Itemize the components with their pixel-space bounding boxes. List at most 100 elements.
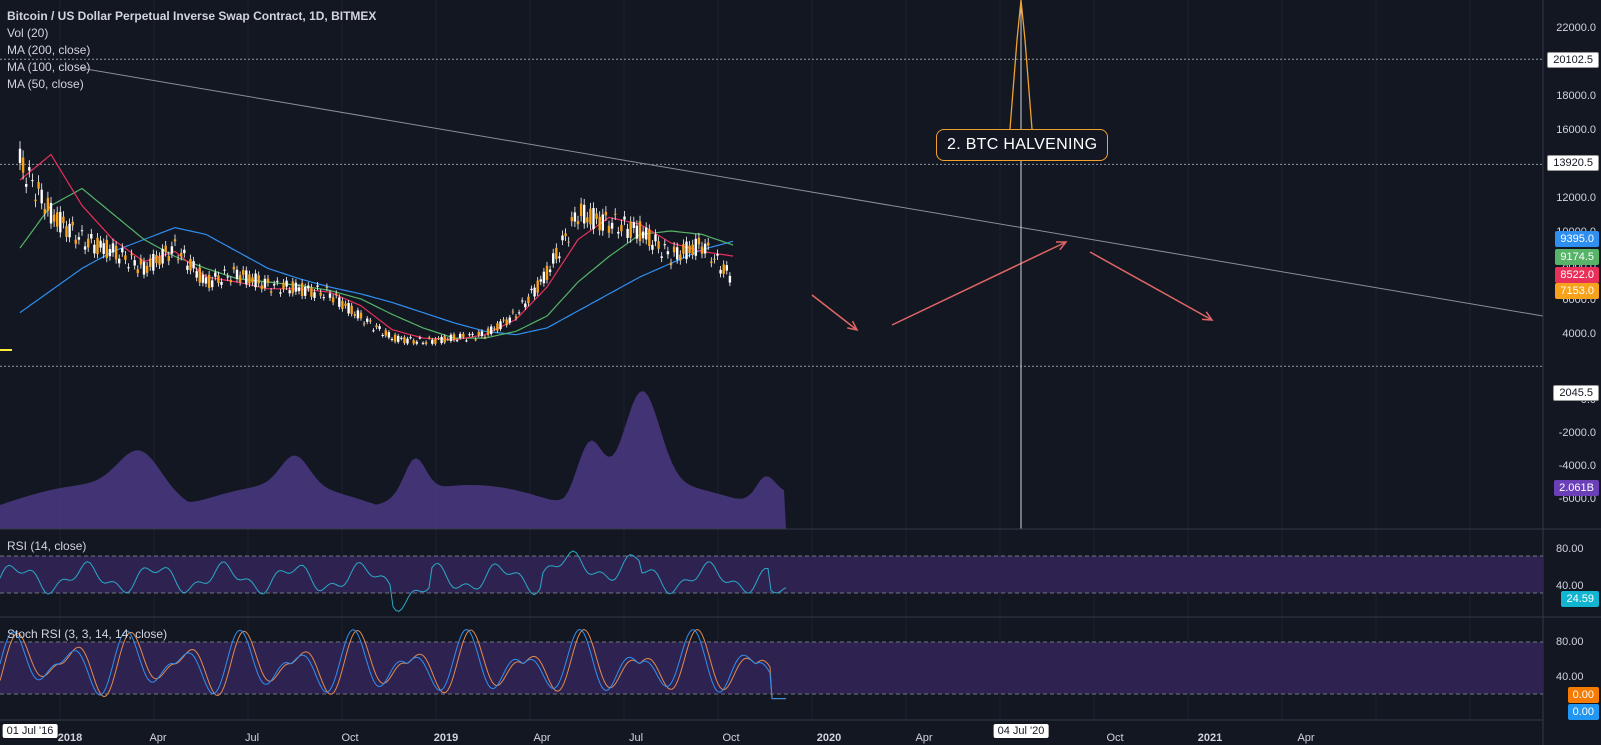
level-lines [0,58,1543,367]
candle-body [220,281,223,285]
candle-body [273,284,276,286]
candle-body [316,285,319,287]
candle-body [130,254,133,256]
candle-body [114,245,118,260]
ma200-badge: 9395.0 [1555,231,1599,247]
level-badge-20102: 20102.5 [1547,52,1599,68]
halving-annotation[interactable]: 2. BTC HALVENING [936,129,1109,161]
candle-body [328,293,332,298]
arrow-shaft[interactable] [1089,251,1213,321]
candle-body [412,340,415,344]
volume-badge: 2.061B [1554,480,1599,496]
candle-body [25,184,28,187]
time-axis-label: 2020 [816,732,842,744]
candle-body [400,337,403,339]
candle-body [499,321,502,330]
time-axis-marker-label: 04 Jul '20 [993,724,1049,738]
candle-body [700,246,704,254]
time-axis-label: Apr [1297,732,1315,744]
candle-body [285,280,288,287]
candle-body [493,328,496,330]
candle-body [415,341,418,344]
time-axis-label: Jul [628,732,644,744]
candle-body [614,213,617,215]
legend-ma200[interactable]: MA (200, close) [7,43,91,57]
candle-body [403,337,406,344]
chart-title: Bitcoin / US Dollar Perpetual Inverse Sw… [7,9,377,23]
candle-body [313,292,316,298]
candle-body [418,337,422,339]
arrow-shaft[interactable] [811,294,858,331]
candle-body [80,230,84,232]
candle-body [455,340,459,342]
candle-body [90,233,93,239]
candle-body [369,320,372,322]
candle-body [710,261,713,264]
candle-body [707,242,710,246]
legend-volume[interactable]: Vol (20) [7,26,49,40]
projection-arrows[interactable] [811,241,1214,332]
trend-line[interactable] [79,67,1544,317]
candle-body [186,265,189,270]
candle-body [465,340,468,342]
candle-body [480,331,484,337]
candle-body [276,280,279,282]
candle-body [595,213,598,219]
candle-body [530,288,533,291]
candle-body [207,274,211,288]
candle-body [533,287,536,297]
candle-body [483,336,487,338]
candle-body [102,243,105,254]
rsi-legend[interactable]: RSI (14, close) [7,539,87,553]
candle-body [214,272,217,277]
candle-body [648,229,651,246]
candle-body [245,270,248,285]
candle-body [192,261,195,269]
candle-body [49,202,53,224]
candle-body [362,323,366,325]
candle-body [282,282,285,290]
candle-body [446,339,449,341]
candle-body [514,316,518,319]
chart-background [0,0,1543,745]
candle-body [71,221,74,226]
candle-body [155,255,158,264]
stoch-legend[interactable]: Stoch RSI (3, 3, 14, 14, close) [7,627,168,641]
candle-body [486,328,490,335]
candle-body [691,244,694,255]
legend-ma50[interactable]: MA (50, close) [7,77,84,91]
candle-body [304,286,307,296]
candle-body [238,275,242,283]
candle-body [167,255,170,261]
candle-body [719,269,722,274]
ma100-line [19,187,734,339]
arrow-shaft[interactable] [891,241,1067,326]
chart-legend: Bitcoin / US Dollar Perpetual Inverse Sw… [7,8,376,93]
candle-body [34,199,37,202]
candle-body [173,239,177,242]
stoch-axis-40: 40.00 [1556,671,1584,683]
candle-body [393,334,397,342]
candle-body [641,231,645,239]
candle-body [121,247,124,253]
candle-body [390,338,394,340]
candle-body [307,285,310,289]
candle-body [496,323,499,331]
candle-body [338,297,341,307]
candle-body [52,214,56,222]
time-axis-first-label: 01 Jul '16 [2,724,58,738]
candle-body [555,247,558,260]
candle-body [443,336,446,343]
candle-body [201,274,205,283]
candle-body [341,300,344,309]
candle-body [645,227,648,240]
stoch-d-badge: 0.00 [1567,704,1599,720]
legend-ma100[interactable]: MA (100, close) [7,60,91,74]
candle-body [576,221,580,225]
candle-body [459,333,462,338]
candle-body [149,258,152,267]
candle-body [260,285,263,290]
candle-body [93,244,96,254]
price-axis[interactable]: 22000.018000.016000.012000.010000.08000.… [1556,22,1596,505]
